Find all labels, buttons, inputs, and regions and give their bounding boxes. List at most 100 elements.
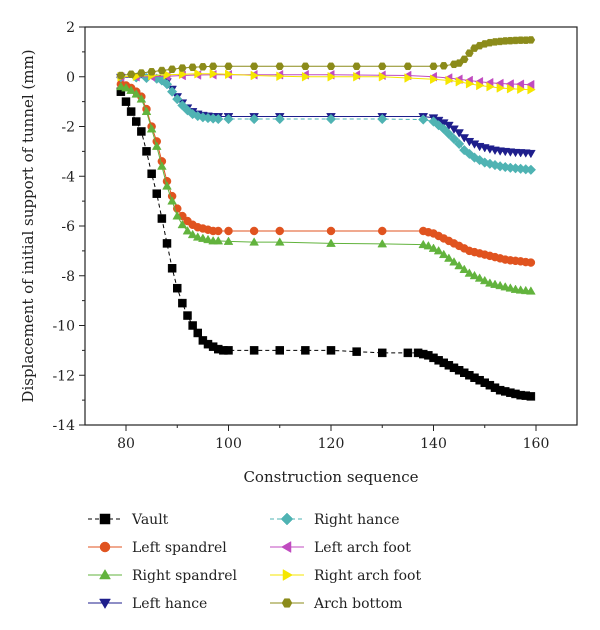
legend-label: Vault [131, 512, 169, 528]
legend-label: Right arch foot [314, 568, 421, 584]
data-point [141, 106, 152, 116]
data-point [249, 346, 259, 355]
data-point [464, 268, 475, 277]
data-point [167, 196, 177, 205]
x-tick-label: 140 [420, 436, 447, 452]
data-point [173, 283, 182, 293]
data-point [157, 214, 167, 223]
data-point [464, 148, 475, 160]
data-point [525, 164, 537, 175]
series-line [120, 91, 531, 397]
data-point [486, 81, 495, 92]
data-point [249, 62, 259, 71]
data-point [445, 75, 454, 86]
data-point [474, 273, 485, 282]
legend-marker [282, 569, 293, 581]
data-point [352, 347, 361, 356]
y-axis: 2 0 -2 -4 -6 -8 -10 -12 -14 [52, 20, 85, 434]
legend-marker [99, 541, 111, 553]
data-point [526, 36, 536, 44]
data-point [121, 97, 131, 106]
data-point [517, 84, 526, 95]
series-right-hance [115, 72, 537, 175]
data-point [438, 123, 449, 135]
data-point [162, 239, 172, 248]
data-point [403, 348, 413, 358]
series-vault [116, 87, 536, 401]
data-point [209, 68, 219, 79]
data-point [326, 238, 336, 247]
data-point [116, 71, 126, 80]
data-point [177, 100, 188, 111]
data-point [193, 328, 202, 338]
data-point [423, 241, 434, 250]
x-axis-title: Construction sequence [243, 468, 418, 486]
data-point [439, 62, 449, 70]
legend-label: Right hance [314, 512, 400, 528]
data-point [177, 219, 188, 229]
legend-item: Right spandrel [88, 568, 238, 584]
legend-item: Right arch foot [270, 568, 421, 584]
data-point [274, 237, 285, 246]
data-point [428, 243, 439, 252]
data-point [418, 239, 429, 249]
data-point [459, 55, 469, 64]
legend-item: Left arch foot [270, 540, 411, 556]
data-point [377, 113, 388, 125]
data-point [479, 275, 490, 285]
data-point [326, 226, 336, 236]
data-point [403, 62, 413, 71]
series-line [120, 86, 531, 292]
data-point [301, 62, 310, 71]
data-point [469, 270, 480, 280]
data-point [161, 79, 173, 90]
data-point [430, 74, 439, 85]
data-point [136, 94, 147, 103]
data-point [187, 229, 198, 239]
x-tick-label: 80 [117, 436, 135, 452]
legend-item: Left hance [88, 596, 207, 612]
data-point [172, 211, 183, 220]
data-point [198, 233, 208, 242]
legend-label: Arch bottom [313, 596, 402, 612]
data-point [147, 68, 156, 76]
data-point [429, 62, 438, 71]
data-point [377, 62, 387, 71]
legend: Vault Left spandrel Right spandrel Left han… [88, 512, 421, 612]
data-point [178, 69, 188, 80]
data-point [526, 149, 536, 159]
legend-label: Left spandrel [132, 540, 227, 556]
data-point [142, 147, 151, 156]
data-point [208, 62, 218, 71]
data-point [194, 68, 203, 79]
y-tick-label: -12 [52, 368, 75, 384]
data-point [183, 311, 192, 320]
series-arch-bottom [116, 36, 536, 80]
data-point [249, 226, 259, 236]
data-point [126, 107, 136, 116]
data-point [126, 85, 136, 94]
series-line [120, 83, 531, 264]
plot-area [115, 36, 537, 401]
data-point [454, 260, 464, 270]
data-point [214, 226, 223, 236]
data-point [275, 226, 284, 236]
data-point [178, 298, 187, 308]
data-point [225, 69, 234, 80]
data-point [192, 232, 203, 241]
legend-marker [99, 513, 111, 525]
data-point [188, 63, 197, 72]
data-point [151, 141, 162, 150]
data-point [326, 62, 336, 71]
y-tick-label: -10 [52, 319, 75, 335]
data-point [166, 86, 178, 97]
data-point [476, 80, 485, 91]
data-point [465, 78, 475, 89]
data-point [203, 234, 213, 244]
data-point [506, 83, 516, 94]
legend-item: Left spandrel [88, 540, 227, 556]
data-point [378, 71, 388, 82]
data-point [443, 128, 455, 140]
data-point [250, 70, 260, 81]
